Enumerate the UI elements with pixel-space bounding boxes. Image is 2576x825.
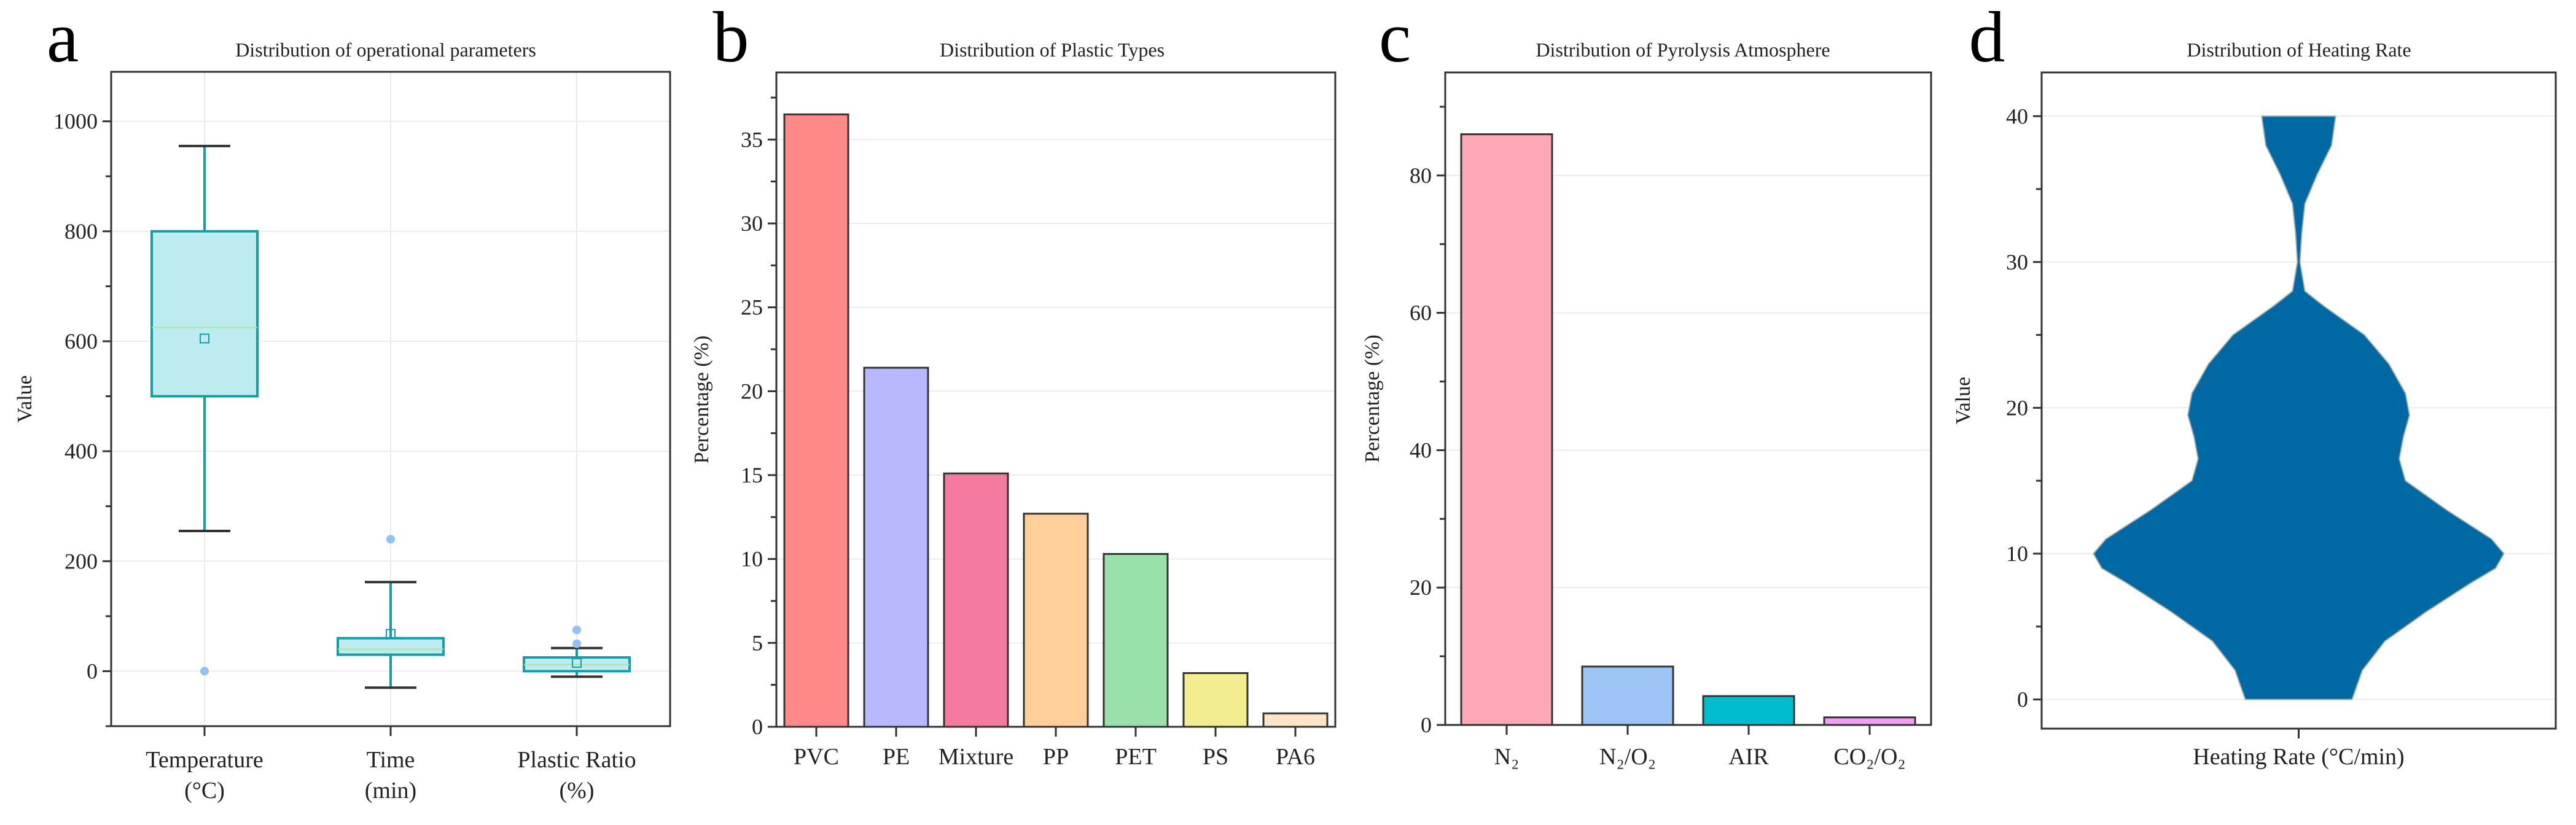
x-tick-label-unit: (°C)	[184, 778, 225, 804]
x-tick-label: PET	[1115, 744, 1157, 770]
mean-marker	[572, 657, 582, 668]
y-tick-label: 80	[1410, 163, 1432, 188]
y-tick-label: 20	[1410, 575, 1432, 600]
y-axis-label: Value	[14, 375, 36, 422]
bar-PP	[1023, 513, 1089, 728]
box-iqr	[150, 230, 259, 398]
chart-title: Distribution of operational parameters	[235, 39, 536, 61]
y-tick-label: 400	[64, 439, 98, 463]
box-2	[523, 626, 631, 678]
x-tick-label: N₂	[1494, 744, 1520, 770]
y-tick-label: 20	[741, 379, 763, 403]
outlier-point	[200, 667, 209, 676]
bar-N₂/O₂	[1581, 665, 1674, 726]
x-tick-label: Plastic Ratio	[517, 747, 636, 773]
y-tick-label: 1000	[53, 109, 98, 134]
mean-marker	[200, 333, 209, 344]
bar-PE	[863, 366, 929, 728]
mean-marker	[386, 629, 396, 639]
violin-shape	[2093, 115, 2505, 700]
chart-title: Distribution of Pyrolysis Atmosphere	[1536, 39, 1830, 61]
y-tick-label: 0	[2017, 687, 2028, 711]
x-axis-label: Heating Rate (°C/min)	[2193, 744, 2404, 770]
panel-c: c Distribution of Pyrolysis Atmosphere 0 20…	[1361, 0, 1932, 770]
chart-title: Distribution of Plastic Types	[940, 39, 1165, 61]
y-tick-label: 10	[741, 547, 763, 571]
y-tick-label: 30	[2006, 250, 2028, 274]
panel-b: b Distribution of Plastic Types 0 5 10 15 20 25…	[690, 0, 1337, 770]
y-tick-label: 10	[2006, 541, 2028, 566]
x-tick-label: PVC	[794, 744, 839, 770]
x-tick-label-unit: (%)	[560, 778, 595, 804]
y-tick-label: 35	[741, 127, 763, 152]
y-tick-label: 800	[64, 219, 98, 244]
box-0	[150, 144, 259, 676]
chart-title: Distribution of Heating Rate	[2187, 39, 2411, 61]
outlier-point	[572, 626, 581, 635]
y-tick-label: 20	[2006, 395, 2028, 420]
y-tick-label: 600	[64, 329, 98, 354]
panel-letter: c	[1379, 0, 1411, 77]
x-tick-label: Mixture	[939, 744, 1013, 770]
bar-AIR	[1702, 695, 1795, 726]
bar-Mixture	[943, 472, 1009, 728]
y-axis-label: Value	[1952, 377, 1975, 424]
box-1	[337, 535, 445, 689]
y-tick-label: 5	[752, 630, 763, 655]
x-tick-label: N₂/O₂	[1599, 744, 1656, 770]
y-tick-label: 60	[1410, 301, 1432, 325]
x-tick-label: CO₂/O₂	[1833, 744, 1905, 770]
box-iqr	[337, 637, 445, 656]
x-tick-label: PA6	[1276, 744, 1315, 770]
y-tick-label: 0	[752, 715, 763, 739]
x-tick-label: PS	[1203, 744, 1228, 770]
y-axis-label: Percentage (%)	[690, 336, 713, 464]
bar-CO₂/O₂	[1823, 716, 1916, 726]
x-tick-label: PP	[1043, 744, 1069, 770]
panel-d: d Distribution of Heating Rate 0 10 20 30 40 Va…	[1952, 0, 2557, 770]
panel-letter: a	[47, 0, 79, 77]
x-tick-label: Temperature	[146, 747, 263, 773]
panel-a: a Distribution of operational parameters 0…	[14, 0, 671, 804]
bar-PA6	[1262, 712, 1329, 728]
y-tick-label: 40	[2006, 104, 2028, 128]
y-axis-label: Percentage (%)	[1361, 335, 1384, 463]
y-tick-label: 0	[1421, 713, 1432, 737]
bar-PVC	[783, 113, 849, 728]
y-tick-label: 0	[87, 659, 98, 683]
bar-PS	[1182, 672, 1249, 728]
outlier-point	[386, 535, 395, 544]
y-tick-label: 30	[741, 211, 763, 236]
plot-frame	[1444, 71, 1932, 726]
y-tick-label: 200	[64, 549, 98, 573]
panel-letter: d	[1969, 0, 2005, 77]
y-tick-label: 25	[741, 295, 763, 320]
outlier-point	[572, 639, 581, 648]
y-tick-label: 15	[741, 463, 763, 487]
bar-N₂	[1460, 133, 1553, 726]
bar-PET	[1103, 552, 1169, 728]
x-tick-label: AIR	[1728, 744, 1769, 770]
x-tick-label: PE	[883, 744, 910, 770]
y-tick-label: 40	[1410, 438, 1432, 462]
x-tick-label-unit: (min)	[365, 778, 416, 804]
panel-letter: b	[713, 0, 749, 77]
x-tick-label: Time	[367, 747, 415, 773]
